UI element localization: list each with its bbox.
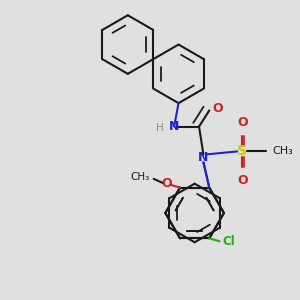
Text: N: N [198,151,208,164]
Text: CH₃: CH₃ [272,146,293,157]
Text: O: O [238,116,248,129]
Text: N: N [169,120,179,133]
Text: O: O [238,174,248,187]
Text: S: S [236,145,247,158]
Text: O: O [161,177,172,190]
Text: CH₃: CH₃ [130,172,149,182]
Text: H: H [156,123,164,133]
Text: O: O [213,103,224,116]
Text: Cl: Cl [223,235,235,248]
